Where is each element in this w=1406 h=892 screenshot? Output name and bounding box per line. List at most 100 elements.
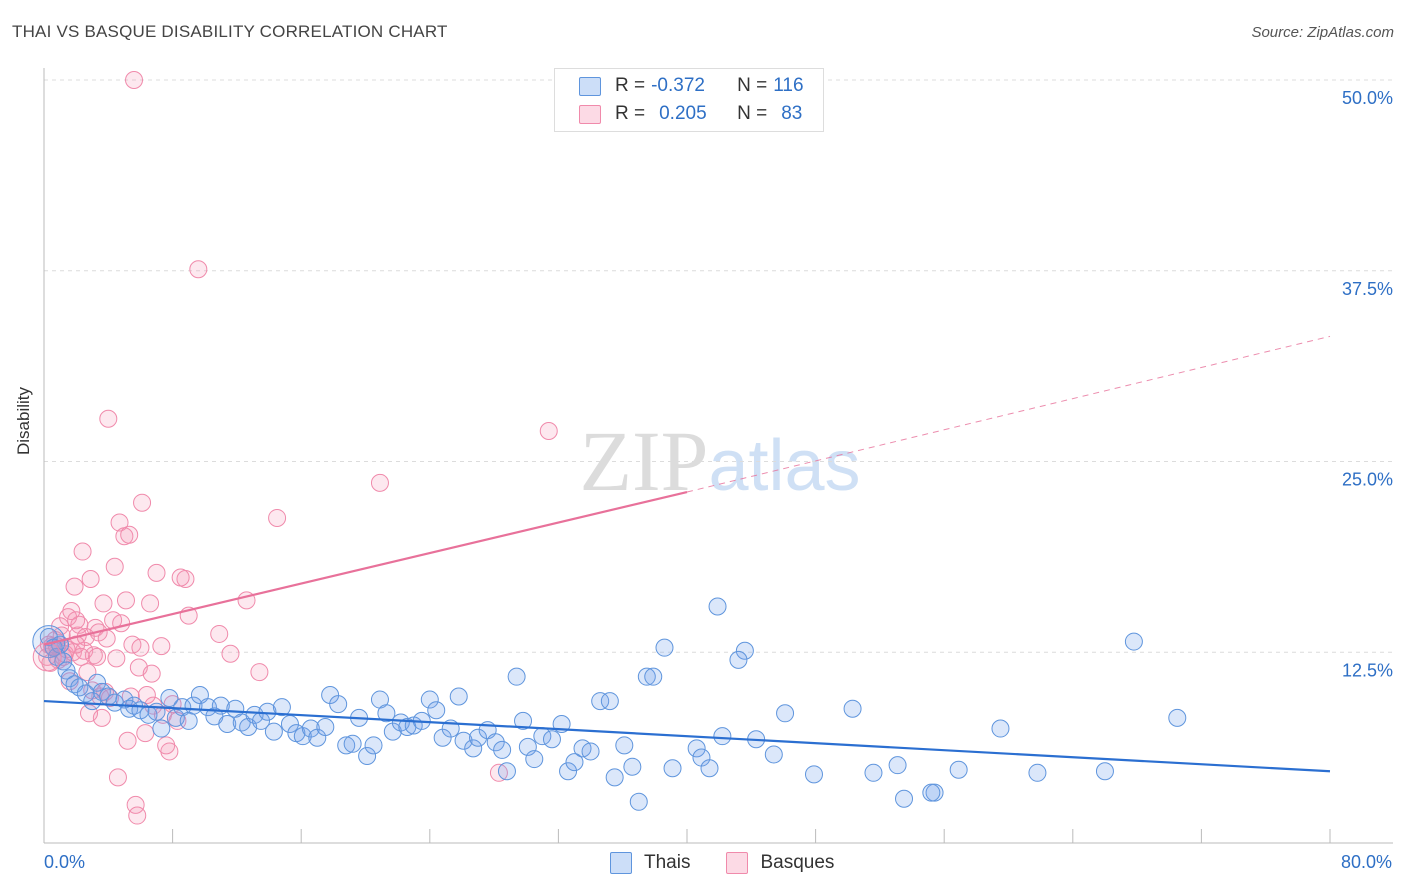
thai-point (272, 698, 291, 717)
basque-point (107, 649, 126, 668)
thai-point (591, 692, 610, 711)
basque-point (65, 577, 84, 596)
thai-point (160, 689, 179, 708)
basque-point (112, 614, 131, 633)
thai-point (708, 597, 727, 616)
basque-point (120, 525, 139, 544)
thai-point (559, 762, 578, 781)
thai-point (420, 690, 439, 709)
thai-point (1095, 762, 1114, 781)
basque-point (62, 602, 81, 621)
basque-trend-line (43, 490, 688, 646)
thai-point (991, 719, 1010, 738)
thai-point (364, 736, 383, 755)
basque-point (131, 638, 150, 657)
thai-point (1168, 708, 1187, 727)
thai-point (843, 699, 862, 718)
thai-point (735, 641, 754, 660)
thai-point (864, 763, 883, 782)
basque-point (221, 644, 240, 663)
chart-source: Source: ZipAtlas.com (1251, 24, 1394, 41)
series-legend: Thais Basques (610, 852, 870, 874)
thai-point (152, 719, 171, 738)
thai-point (729, 650, 748, 669)
y-tick-label: 50.0% (1342, 88, 1393, 108)
thai-point (514, 711, 533, 730)
basque-point (136, 724, 155, 743)
thai-point (32, 625, 66, 659)
basque-r-label: R = (615, 103, 646, 124)
thai-trend-line (43, 699, 1331, 773)
basque-point (99, 409, 118, 428)
thai-point (542, 730, 561, 749)
y-axis-label: Disability (14, 386, 33, 455)
basque-point (88, 647, 107, 666)
thai-point (507, 667, 526, 686)
basque-n-label: N = (737, 103, 768, 124)
thai-point (469, 728, 488, 747)
thai-point (454, 731, 473, 750)
thai-point (629, 792, 648, 811)
basque-point (141, 594, 160, 613)
thai-point (60, 669, 79, 688)
thai-point (486, 733, 505, 752)
thai-point (264, 722, 283, 741)
thai-point (377, 704, 396, 723)
basque-point (67, 611, 86, 630)
basque-point (110, 513, 129, 532)
basque-point (152, 637, 171, 656)
legend-item-thais[interactable]: Thais (610, 852, 690, 874)
basque-point (94, 594, 113, 613)
basque-point (157, 736, 176, 755)
thai-point (804, 765, 823, 784)
thai-point (713, 727, 732, 746)
thai-point (581, 742, 600, 761)
thai-point (615, 736, 634, 755)
thai-point (764, 745, 783, 764)
basque-point (71, 647, 90, 666)
basques-legend-label: Basques (760, 852, 835, 873)
thai-point (218, 714, 237, 733)
x-tick-label-min: 0.0% (44, 852, 86, 872)
y-tick-label: 25.0% (1342, 470, 1393, 490)
basque-point (210, 624, 229, 643)
basque-swatch (579, 104, 601, 124)
basque-point (133, 493, 152, 512)
legend-row-thai: R = -0.372 N = 116 (579, 73, 804, 99)
thai-point (700, 759, 719, 778)
thai-point (316, 718, 335, 737)
thai-point (895, 789, 914, 808)
thai-point (464, 739, 483, 758)
thai-point (687, 739, 706, 758)
thai-point (637, 667, 656, 686)
basque-point (539, 421, 558, 440)
chart-title: THAI VS BASQUE DISABILITY CORRELATION CH… (12, 22, 448, 41)
thai-point (493, 740, 512, 759)
thai-swatch (579, 76, 601, 96)
basque-point (73, 542, 92, 561)
basque-point (137, 685, 156, 704)
thai-r-label: R = (615, 75, 646, 96)
thai-point (525, 750, 544, 769)
thais-legend-label: Thais (644, 852, 691, 873)
y-tick-label: 37.5% (1342, 279, 1393, 299)
thai-point (76, 684, 95, 703)
thais-legend-swatch (610, 852, 632, 874)
thai-point (449, 687, 468, 706)
thai-point (337, 736, 356, 755)
basque-point (97, 629, 116, 648)
basque-n-value: 83 (781, 103, 803, 124)
legend-item-basques[interactable]: Basques (726, 852, 834, 874)
basque-point (108, 768, 127, 787)
legend-row-basque: R = 0.205 N = 83 (579, 101, 802, 127)
thai-point (115, 690, 134, 709)
thai-n-label: N = (737, 75, 768, 96)
basque-point (32, 642, 62, 672)
basque-point (370, 473, 389, 492)
thai-point (644, 667, 663, 686)
basque-point (268, 508, 287, 527)
basques-legend-swatch (726, 852, 749, 874)
thai-point (358, 747, 377, 766)
basque-trend-extension (686, 335, 1331, 493)
basque-point (81, 570, 100, 589)
